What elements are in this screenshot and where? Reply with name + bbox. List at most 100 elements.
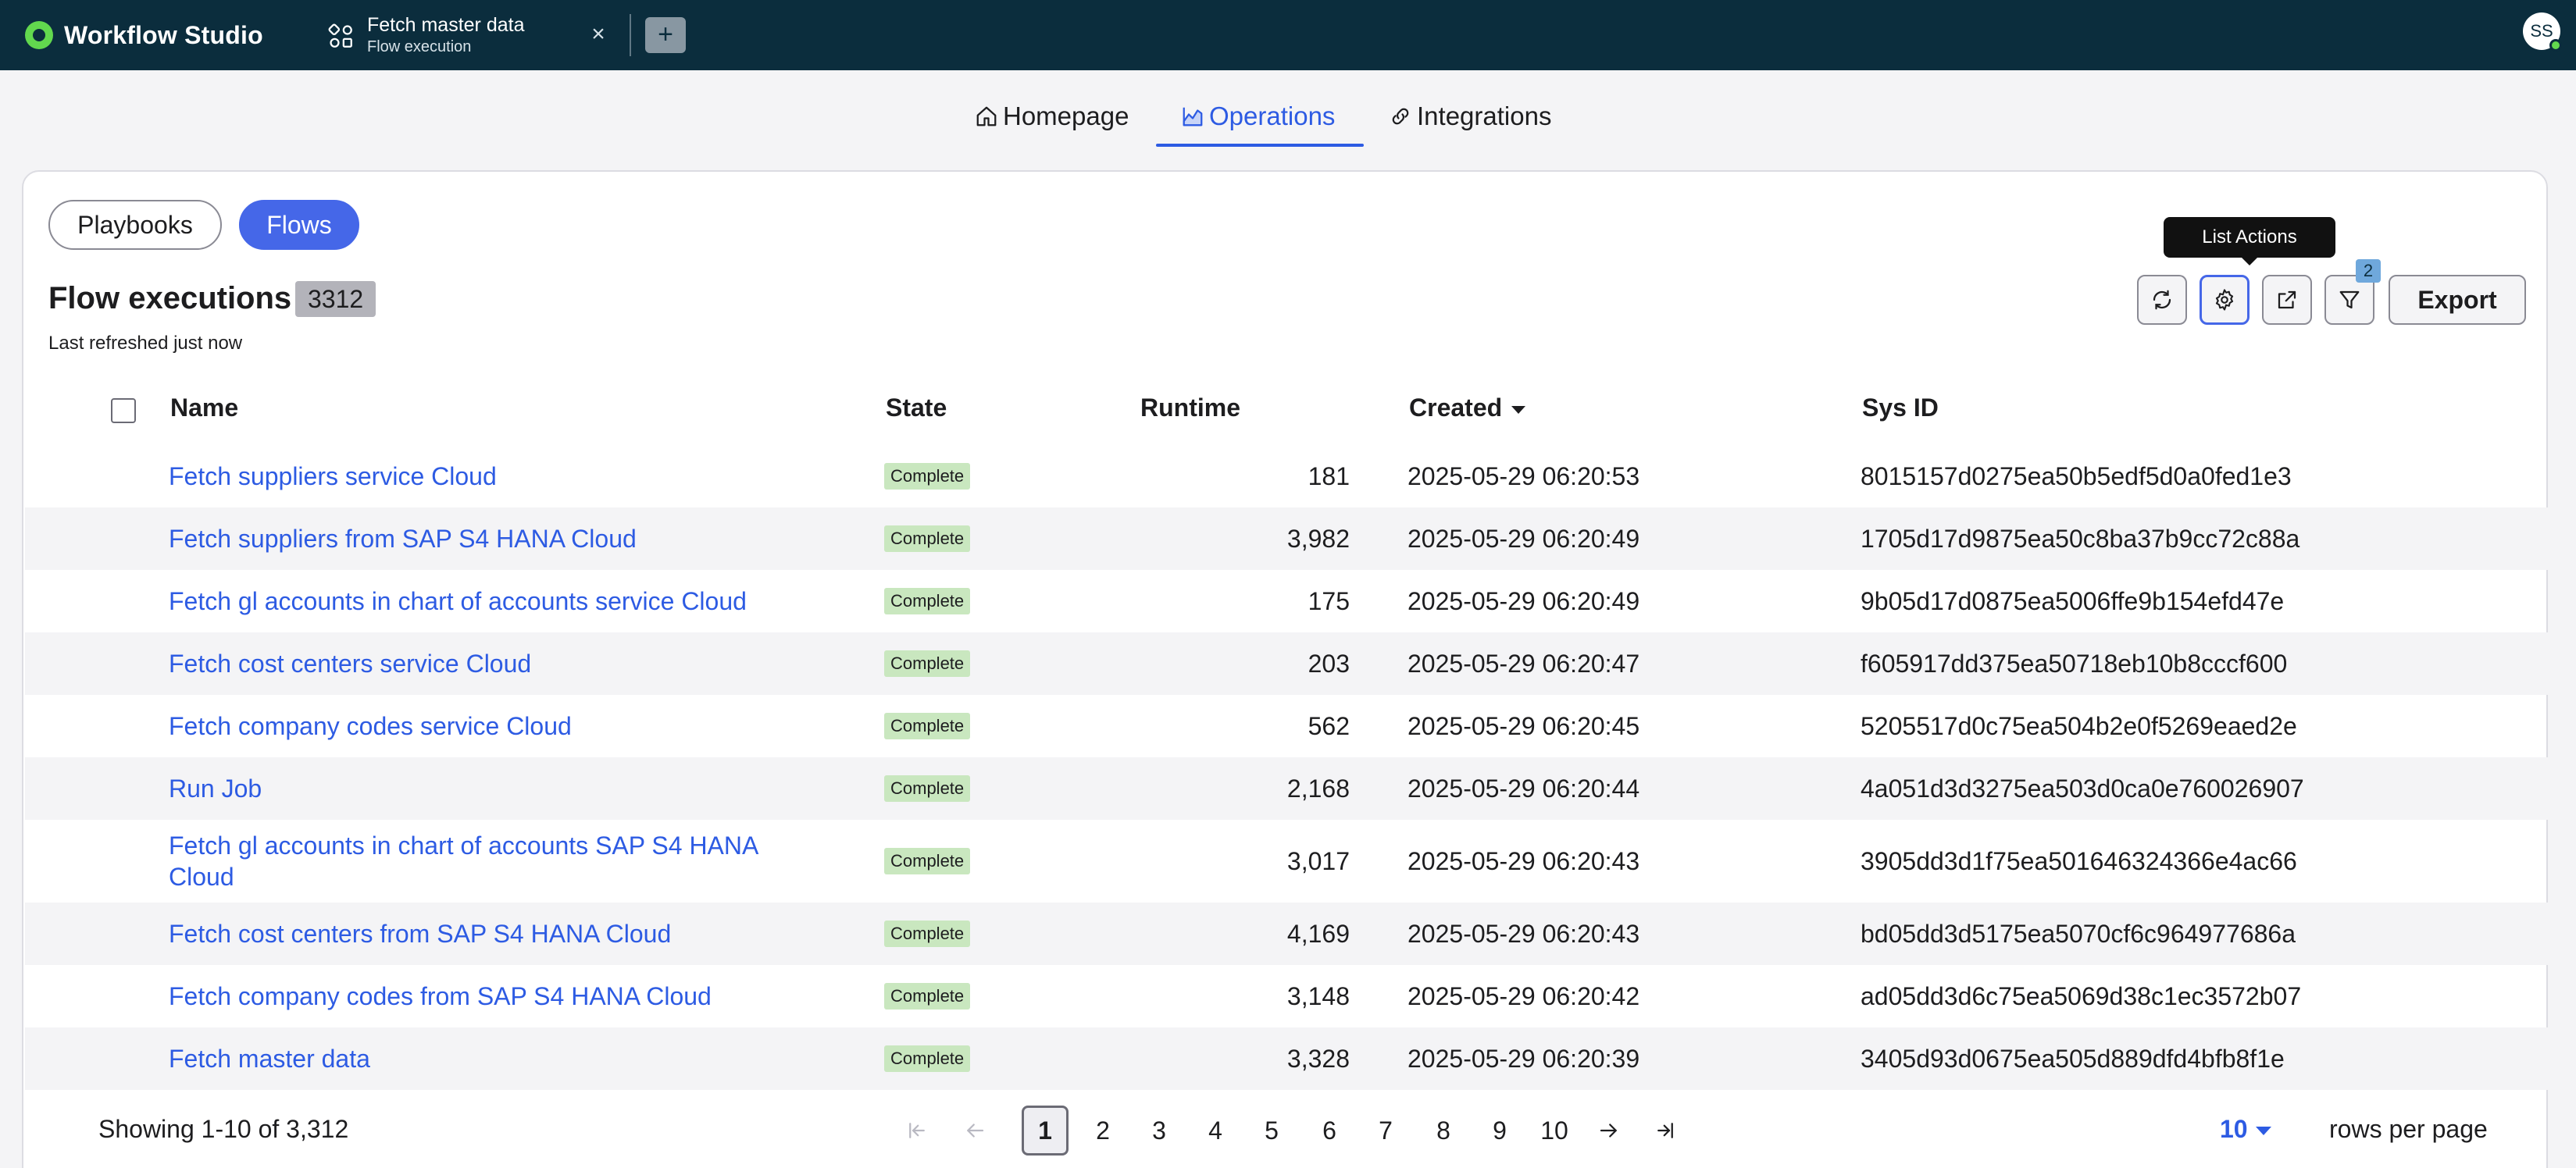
row-created-text: 2025-05-29 06:20:49 — [1408, 524, 1640, 553]
row-sysid: 3905dd3d1f75ea501646324366e4ac66 — [1861, 820, 2297, 903]
row-name-link-text: Fetch cost centers service Cloud — [169, 650, 532, 678]
next-page-button[interactable] — [1586, 1106, 1632, 1156]
row-created-text: 2025-05-29 06:20:43 — [1408, 919, 1640, 948]
row-created: 2025-05-29 06:20:43 — [1408, 820, 1639, 903]
table-row[interactable]: Fetch company codes service Cloud Complet… — [25, 695, 2548, 757]
row-name-link[interactable]: Fetch master data — [169, 1027, 817, 1090]
table-row[interactable]: Fetch suppliers service Cloud Complete 181… — [25, 445, 2548, 507]
previous-page-button[interactable] — [951, 1106, 998, 1156]
row-sysid-text: 3905dd3d1f75ea501646324366e4ac66 — [1861, 846, 2297, 875]
row-name-link[interactable]: Fetch gl accounts in chart of accounts S… — [169, 820, 817, 903]
row-sysid-text: 8015157d0275ea50b5edf5d0a0fed1e3 — [1861, 461, 2292, 490]
brand[interactable]: Workflow Studio — [25, 16, 263, 55]
tab-title: Fetch master data — [367, 14, 525, 36]
row-created-text: 2025-05-29 06:20:43 — [1408, 846, 1640, 875]
page-button-8[interactable]: 8 — [1436, 1116, 1450, 1145]
status-badge: Complete — [884, 588, 971, 614]
row-name-link[interactable]: Fetch cost centers service Cloud — [169, 632, 817, 695]
chart-icon — [1183, 107, 1203, 126]
count-badge: 3312 — [295, 281, 376, 317]
column-header-name[interactable]: Name — [170, 393, 239, 422]
tab-fetch-master-data[interactable]: Fetch master data Flow execution × — [317, 0, 622, 70]
last-page-button[interactable] — [1642, 1106, 1689, 1156]
sort-descending-icon — [1511, 405, 1526, 414]
online-status-icon — [2549, 39, 2562, 52]
row-name-link[interactable]: Fetch company codes service Cloud — [169, 695, 817, 757]
list-actions-button[interactable] — [2200, 275, 2250, 325]
row-created-text: 2025-05-29 06:20:49 — [1408, 586, 1640, 615]
page-button-5[interactable]: 5 — [1265, 1116, 1279, 1145]
table-row[interactable]: Run Job Complete 2,168 2025-05-29 06:20:44 4… — [25, 757, 2548, 820]
table-row[interactable]: Fetch suppliers from SAP S4 HANA Cloud Co… — [25, 507, 2548, 570]
share-button[interactable] — [2262, 275, 2312, 325]
export-button[interactable]: Export — [2389, 275, 2526, 325]
rows-per-page-select[interactable]: 10 — [2220, 1115, 2271, 1144]
select-all-checkbox[interactable] — [111, 398, 136, 423]
showing-range-text: Showing 1-10 of 3,312 — [98, 1115, 349, 1143]
row-created: 2025-05-29 06:20:49 — [1408, 570, 1639, 632]
row-created-text: 2025-05-29 06:20:47 — [1408, 649, 1640, 678]
table-row[interactable]: Fetch company codes from SAP S4 HANA Clo… — [25, 965, 2548, 1027]
row-name-link[interactable]: Fetch suppliers service Cloud — [169, 445, 817, 507]
new-tab-button[interactable]: + — [645, 17, 686, 53]
table-row[interactable]: Fetch gl accounts in chart of accounts s… — [25, 570, 2548, 632]
nav-integrations[interactable]: Integrations — [1389, 94, 1551, 139]
row-name-link[interactable]: Fetch cost centers from SAP S4 HANA Clou… — [169, 903, 817, 965]
column-header-sysid[interactable]: Sys ID — [1862, 393, 1939, 422]
row-runtime: 562 — [1134, 695, 1350, 757]
row-created: 2025-05-29 06:20:39 — [1408, 1027, 1639, 1090]
row-created: 2025-05-29 06:20:42 — [1408, 965, 1639, 1027]
row-created-text: 2025-05-29 06:20:42 — [1408, 981, 1640, 1010]
nav-operations[interactable]: Operations — [1181, 94, 1335, 139]
page-button-10[interactable]: 10 — [1540, 1116, 1568, 1145]
active-tab-indicator — [1156, 144, 1364, 147]
status-badge: Complete — [884, 463, 971, 490]
status-badge: Complete — [884, 848, 971, 874]
row-state: Complete — [884, 507, 971, 570]
row-state: Complete — [884, 757, 971, 820]
row-runtime-text: 203 — [1308, 649, 1350, 678]
page-button-7[interactable]: 7 — [1379, 1116, 1393, 1145]
pagination: Showing 1-10 of 3,312 1 2 3 4 5 6 7 8 9 10 10 row… — [25, 1091, 2548, 1168]
status-badge: Complete — [884, 525, 971, 552]
row-sysid-text: ad05dd3d6c75ea5069d38c1ec3572b07 — [1861, 981, 2302, 1010]
first-page-button[interactable] — [894, 1106, 940, 1156]
row-created: 2025-05-29 06:20:44 — [1408, 757, 1639, 820]
column-header-runtime[interactable]: Runtime — [1140, 393, 1240, 422]
page-button-3[interactable]: 3 — [1152, 1116, 1166, 1145]
row-sysid: 1705d17d9875ea50c8ba37b9cc72c88a — [1861, 507, 2299, 570]
row-name-link-text: Fetch company codes from SAP S4 HANA Clo… — [169, 982, 712, 1010]
row-name-link[interactable]: Fetch company codes from SAP S4 HANA Clo… — [169, 965, 817, 1027]
page-button-4[interactable]: 4 — [1208, 1116, 1222, 1145]
row-name-link-text: Fetch suppliers service Cloud — [169, 462, 497, 490]
table-row[interactable]: Fetch cost centers service Cloud Complete… — [25, 632, 2548, 695]
refresh-button[interactable] — [2137, 275, 2187, 325]
row-runtime-text: 3,982 — [1286, 524, 1350, 553]
column-header-state[interactable]: State — [886, 393, 947, 422]
row-created: 2025-05-29 06:20:47 — [1408, 632, 1639, 695]
avatar[interactable]: SS — [2523, 12, 2562, 52]
share-icon — [2278, 290, 2296, 309]
row-runtime: 181 — [1134, 445, 1350, 507]
row-created-text: 2025-05-29 06:20:39 — [1408, 1044, 1640, 1073]
row-name-link[interactable]: Run Job — [169, 757, 817, 820]
playbooks-filter-button[interactable]: Playbooks — [48, 200, 222, 250]
table-row[interactable]: Fetch master data Complete 3,328 2025-05-29… — [25, 1027, 2548, 1090]
row-name-link[interactable]: Fetch suppliers from SAP S4 HANA Cloud — [169, 507, 817, 570]
nav-homepage[interactable]: Homepage — [975, 94, 1129, 139]
tab-divider — [630, 14, 631, 56]
table-row[interactable]: Fetch gl accounts in chart of accounts S… — [25, 820, 2548, 903]
page-button-2[interactable]: 2 — [1096, 1116, 1110, 1145]
row-name-link[interactable]: Fetch gl accounts in chart of accounts s… — [169, 570, 817, 632]
column-header-created[interactable]: Created — [1409, 393, 1526, 422]
flows-filter-button[interactable]: Flows — [239, 200, 359, 250]
page-button-6[interactable]: 6 — [1322, 1116, 1336, 1145]
row-sysid: 3405d93d0675ea505d889dfd4bfb8f1e — [1861, 1027, 2285, 1090]
row-runtime: 4,169 — [1134, 903, 1350, 965]
page-button-1[interactable]: 1 — [1022, 1106, 1069, 1156]
row-runtime-text: 3,017 — [1286, 846, 1350, 875]
filter-button[interactable] — [2324, 275, 2374, 325]
table-row[interactable]: Fetch cost centers from SAP S4 HANA Clou… — [25, 903, 2548, 965]
close-icon[interactable]: × — [591, 21, 605, 47]
page-button-9[interactable]: 9 — [1493, 1116, 1507, 1145]
